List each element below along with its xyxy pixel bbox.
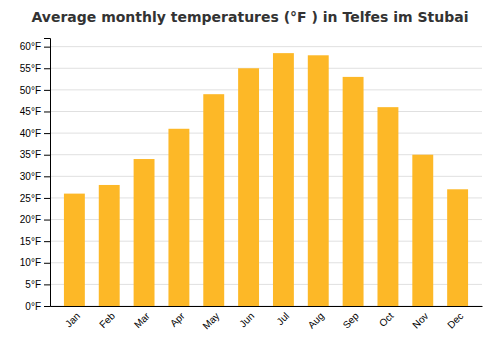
- y-tick-mark: [44, 68, 50, 69]
- bar: [134, 159, 155, 306]
- x-tick: May: [200, 310, 221, 331]
- y-tick: 25°F: [20, 193, 50, 204]
- grid-line: [50, 46, 482, 47]
- y-tick-label: 60°F: [20, 41, 41, 52]
- bar: [308, 55, 329, 306]
- bar: [64, 194, 85, 306]
- chart: Average monthly temperatures (°F ) in Te…: [0, 0, 500, 350]
- bar: [273, 53, 294, 306]
- x-tick-label: Jan: [63, 310, 82, 329]
- x-tick-label: Jul: [274, 310, 291, 327]
- y-tick: 30°F: [20, 171, 50, 182]
- y-tick-label: 15°F: [20, 236, 41, 247]
- y-tick: 60°F: [20, 41, 50, 52]
- bar: [203, 94, 224, 306]
- y-tick-label: 40°F: [20, 128, 41, 139]
- y-tick-label: 0°F: [25, 301, 41, 312]
- y-tick: 55°F: [20, 63, 50, 74]
- title: Average monthly temperatures (°F ) in Te…: [31, 9, 468, 25]
- x-tick-label: Jun: [237, 310, 256, 329]
- x-tick-label: Aug: [306, 310, 326, 330]
- bar: [99, 185, 120, 306]
- y-tick: 10°F: [20, 257, 50, 268]
- grid-line: [50, 111, 482, 112]
- x-tick-label: Oct: [377, 310, 396, 329]
- y-tick: 20°F: [20, 214, 50, 225]
- x-tick: Jan: [63, 310, 82, 329]
- y-tick-label: 50°F: [20, 85, 41, 96]
- x-axis: Jan Feb Mar Apr May Jun Jul Aug Sep Oct Nov Dec: [51, 307, 483, 332]
- y-tick-mark: [44, 176, 50, 177]
- y-tick-label: 35°F: [20, 149, 41, 160]
- bar: [238, 68, 259, 306]
- y-tick-mark: [44, 263, 50, 264]
- x-tick-label: May: [200, 310, 221, 331]
- x-tick-label: Apr: [168, 310, 187, 329]
- y-tick: 40°F: [20, 128, 50, 139]
- x-tick: Aug: [306, 310, 326, 330]
- x-tick: Oct: [377, 310, 396, 329]
- x-tick: Mar: [132, 310, 152, 330]
- bar: [412, 155, 433, 306]
- bar: [377, 107, 398, 306]
- y-tick-mark: [44, 133, 50, 134]
- y-axis-line: [44, 39, 51, 307]
- y-tick-mark: [44, 90, 50, 91]
- bar: [343, 77, 364, 306]
- y-tick-mark: [44, 47, 50, 48]
- x-tick: Feb: [97, 310, 117, 330]
- y-tick-label: 10°F: [20, 257, 41, 268]
- bar: [447, 189, 468, 306]
- y-tick-label: 30°F: [20, 171, 41, 182]
- y-tick: 45°F: [20, 106, 50, 117]
- y-tick-mark: [44, 198, 50, 199]
- y-tick: 35°F: [20, 149, 50, 160]
- x-tick: Sep: [341, 310, 362, 331]
- x-tick: Apr: [168, 310, 187, 329]
- x-tick: Dec: [445, 310, 465, 330]
- x-tick-label: Feb: [97, 310, 117, 330]
- y-tick: 15°F: [20, 236, 50, 247]
- grid: [50, 47, 482, 306]
- y-tick-label: 45°F: [20, 106, 41, 117]
- y-tick-mark: [44, 111, 50, 112]
- y-tick-mark: [44, 155, 50, 156]
- x-tick-label: Sep: [341, 310, 362, 331]
- y-tick-mark: [44, 306, 50, 307]
- grid-line: [50, 89, 482, 90]
- bars: [64, 53, 468, 306]
- y-tick-mark: [44, 241, 50, 242]
- y-tick-mark: [44, 220, 50, 221]
- y-tick-label: 55°F: [20, 63, 41, 74]
- plot: 0°F 5°F 10°F 15°F 20°F 25°F 30°F 35°F 40°F 45°F 50…: [20, 39, 483, 332]
- x-tick: Jul: [274, 310, 291, 327]
- x-tick: Jun: [237, 310, 256, 329]
- y-tick-label: 20°F: [20, 214, 41, 225]
- grid-line: [50, 133, 482, 134]
- y-tick: 50°F: [20, 85, 50, 96]
- y-tick: 0°F: [25, 301, 50, 312]
- x-tick: Nov: [410, 310, 430, 330]
- y-axis: 0°F 5°F 10°F 15°F 20°F 25°F 30°F 35°F 40°F 45°F 50…: [20, 39, 51, 312]
- y-tick-label: 5°F: [25, 279, 41, 290]
- bar: [168, 129, 189, 306]
- x-axis-line: [51, 306, 483, 307]
- x-tick-label: Mar: [132, 310, 152, 330]
- x-tick-label: Dec: [445, 310, 465, 330]
- grid-line: [50, 68, 482, 69]
- y-tick-label: 25°F: [20, 193, 41, 204]
- y-tick: 5°F: [25, 279, 50, 290]
- y-tick-mark: [44, 284, 50, 285]
- x-tick-label: Nov: [410, 310, 430, 330]
